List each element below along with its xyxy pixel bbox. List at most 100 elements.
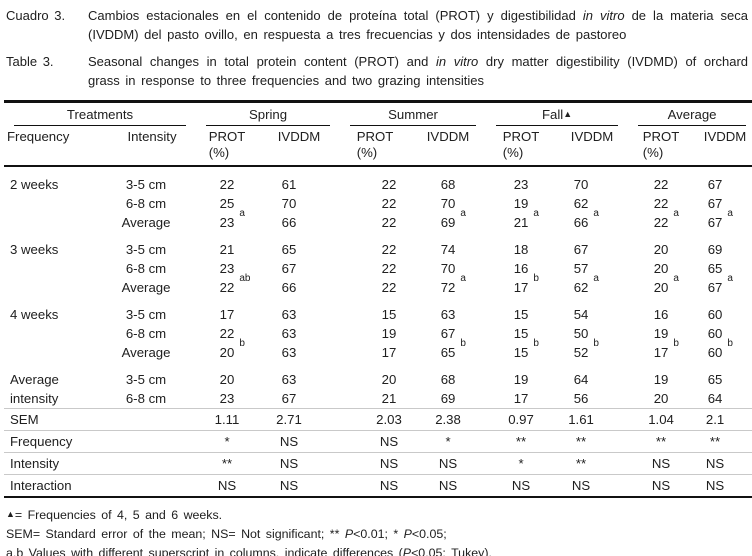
superscript-marker: a [673, 208, 679, 219]
value-cell: 19 [628, 324, 694, 343]
value-cell: 22 a [628, 208, 694, 232]
caption-spanish-text: Cambios estacionales en el contenido de … [88, 8, 583, 23]
footnote-frequencies-text: = Frequencies of 4, 5 and 6 weeks. [14, 508, 223, 522]
value-text: 20 a [653, 273, 679, 296]
superscript-marker: a [239, 208, 245, 219]
column-header-row: Frequency Intensity PROT (%) IVDDM PROT (%… [4, 126, 752, 167]
stat-value-cell: NS [340, 430, 411, 453]
caption-spanish: Cuadro 3. Cambios estacionales en el cont… [4, 6, 748, 44]
value-cell: 63 [258, 324, 340, 343]
stat-value-cell: NS [258, 430, 341, 453]
group-header-treatments: Treatments [4, 102, 196, 126]
superscript-marker: b [460, 338, 466, 349]
stat-value-cell: NS [258, 452, 341, 475]
intensity-cell: 6-8 cm [125, 196, 167, 211]
stat-value-cell: NS [628, 474, 695, 498]
value-cell: 67 a [694, 274, 752, 297]
value-text: 63 [281, 372, 297, 387]
value-cell: 22 [340, 259, 410, 278]
stat-value-cell: 1.04 [628, 408, 695, 431]
value-text: 22 [653, 177, 669, 192]
value-text: 22 [381, 196, 397, 211]
value-text: 62 [573, 196, 589, 211]
value-text: 20 [219, 372, 235, 387]
intensity-cell: 6-8 cm [125, 261, 167, 276]
value-text: 17 b [513, 273, 539, 296]
value-cell: 16 [628, 297, 694, 324]
triangle-marker-icon: ▲ [6, 509, 15, 519]
value-cell: 69 a [410, 209, 486, 232]
value-cell: 69 [694, 232, 752, 259]
value-text: 19 [513, 372, 529, 387]
value-cell: 67 [258, 389, 340, 409]
stat-value-cell: 0.97 [486, 408, 557, 431]
value-cell: 64 [694, 389, 752, 409]
stat-value-cell: NS [340, 452, 411, 475]
prot-label: PROT [642, 129, 680, 144]
value-cell: 66 a [556, 209, 628, 232]
value-text: 23 [219, 391, 235, 406]
data-row: 6-8 cm 25 70 22 70 19 62 22 67 [4, 194, 752, 213]
value-text: 70 [281, 196, 297, 211]
value-cell: 22 [340, 213, 410, 232]
value-cell: 16 [486, 259, 556, 278]
footnotes: ▲= Frequencies of 4, 5 and 6 weeks. SEM=… [6, 505, 748, 556]
prot-label: PROT [502, 129, 540, 144]
value-text: 20 [653, 242, 669, 257]
value-cell: 21 a [486, 209, 556, 232]
value-cell: 70 [258, 194, 340, 213]
value-text: 67 [281, 261, 297, 276]
value-text: 62 a [573, 273, 599, 296]
value-cell: 19 [628, 362, 694, 389]
group-header-row: Treatments Spring Summer Fall▲ Average [4, 102, 752, 126]
value-cell: 68 [410, 166, 486, 194]
value-text: 23 a [219, 208, 245, 231]
value-text: 22 a [653, 208, 679, 231]
value-text: 70 [440, 261, 456, 276]
value-text: 22 [219, 326, 235, 341]
intensity-cell: Average [121, 345, 171, 360]
stat-value-cell: 2.03 [340, 408, 411, 431]
col-header-ivddm-fall: IVDDM [556, 126, 629, 167]
value-cell: 70 [410, 194, 486, 213]
value-text: 17 [219, 307, 235, 322]
value-text: 68 [440, 177, 456, 192]
footnote-tukey-text-2: <0.05; Tukey). [411, 546, 492, 556]
value-text: 20 [653, 391, 669, 406]
value-cell: 23 [196, 259, 258, 278]
superscript-marker: b [533, 273, 539, 284]
value-cell: 66 [258, 278, 340, 297]
caption-english-text-2: dry matter digestibility (IVDMD) of orch… [88, 54, 749, 88]
value-cell: 23 a [196, 208, 258, 232]
value-cell: 17 [340, 343, 410, 362]
value-cell: 68 [410, 362, 486, 389]
value-text: 15 b [513, 338, 539, 361]
value-text: 19 [653, 326, 669, 341]
caption-english: Table 3. Seasonal changes in total protei… [4, 52, 748, 90]
value-cell: 67 [258, 259, 340, 278]
value-text: 70 [440, 196, 456, 211]
superscript-marker: a [727, 273, 733, 284]
group-label-summer: Summer [388, 107, 438, 122]
value-cell: 62 [556, 194, 628, 213]
stat-value-cell: NS [410, 452, 487, 475]
caption-spanish-label: Cuadro 3. [6, 8, 66, 23]
superscript-marker: ab [239, 273, 251, 284]
superscript-marker: b [593, 338, 599, 349]
value-text: 20 [653, 261, 669, 276]
data-row: 2 weeks 3-5 cm 22 61 22 68 23 70 22 67 [4, 166, 752, 194]
col-header-intensity: Intensity [108, 126, 197, 167]
value-cell: 63 [258, 297, 340, 324]
value-text: 67 [573, 242, 589, 257]
value-text: 16 [653, 307, 669, 322]
col-header-ivddm-spring: IVDDM [258, 126, 341, 167]
value-cell: 65 [694, 362, 752, 389]
value-cell: 23 [486, 166, 556, 194]
caption-english-label: Table 3. [6, 54, 54, 69]
frequency-cell: 4 weeks [10, 307, 59, 322]
prot-unit: (%) [502, 145, 524, 160]
frequency-cell: 3 weeks [10, 242, 59, 257]
value-cell: 61 [258, 166, 340, 194]
value-cell: 67 [694, 166, 752, 194]
frequency-cell [4, 194, 108, 213]
